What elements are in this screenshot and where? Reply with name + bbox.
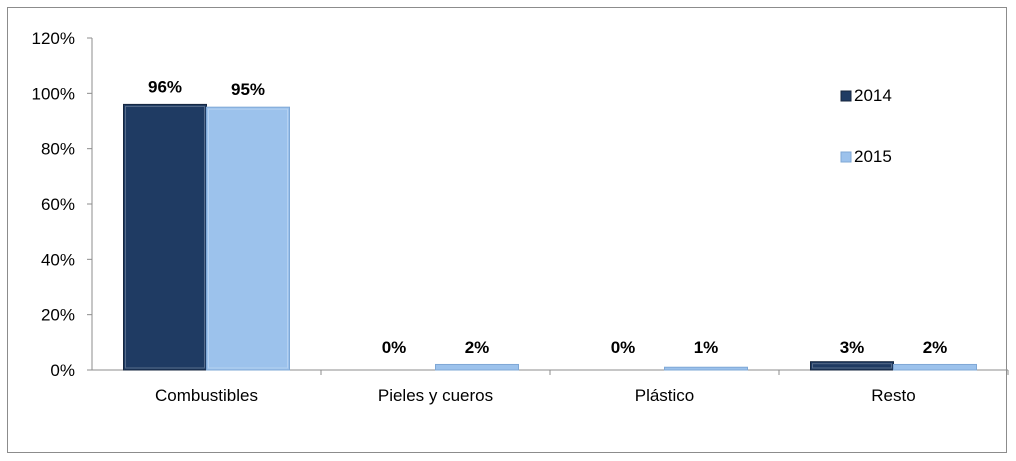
- x-tick-label: Plástico: [635, 386, 695, 405]
- x-tick-label: Pieles y cueros: [378, 386, 493, 405]
- bar-2015-3: [893, 363, 977, 371]
- bar-highlight: [125, 105, 205, 369]
- bar-highlight: [812, 363, 892, 369]
- bar-2015-2: [664, 366, 748, 371]
- x-tick-label: Resto: [871, 386, 915, 405]
- bar-2014-3: [810, 361, 894, 371]
- data-label: 0%: [382, 338, 407, 357]
- y-tick-label: 20%: [41, 306, 75, 325]
- bar-2015-0: [206, 106, 290, 371]
- y-tick-label: 100%: [32, 84, 75, 103]
- data-label: 95%: [231, 80, 265, 99]
- legend-label-2015: 2015: [854, 147, 892, 166]
- bar-2015-1: [435, 363, 519, 371]
- data-label: 96%: [148, 77, 182, 96]
- legend-swatch-2014: [840, 90, 852, 102]
- bar-highlight: [208, 108, 288, 369]
- data-label: 2%: [465, 338, 490, 357]
- legend-label-2014: 2014: [854, 86, 892, 105]
- x-tick-label: Combustibles: [155, 386, 258, 405]
- bar-2014-0: [123, 103, 207, 371]
- data-label: 2%: [923, 338, 948, 357]
- y-tick-label: 120%: [32, 29, 75, 48]
- data-label: 0%: [611, 338, 636, 357]
- legend-swatch-2015: [840, 151, 852, 163]
- y-tick-label: 80%: [41, 140, 75, 159]
- data-label: 1%: [694, 338, 719, 357]
- y-tick-label: 60%: [41, 195, 75, 214]
- y-tick-label: 0%: [50, 361, 75, 380]
- y-tick-label: 40%: [41, 250, 75, 269]
- data-label: 3%: [840, 338, 865, 357]
